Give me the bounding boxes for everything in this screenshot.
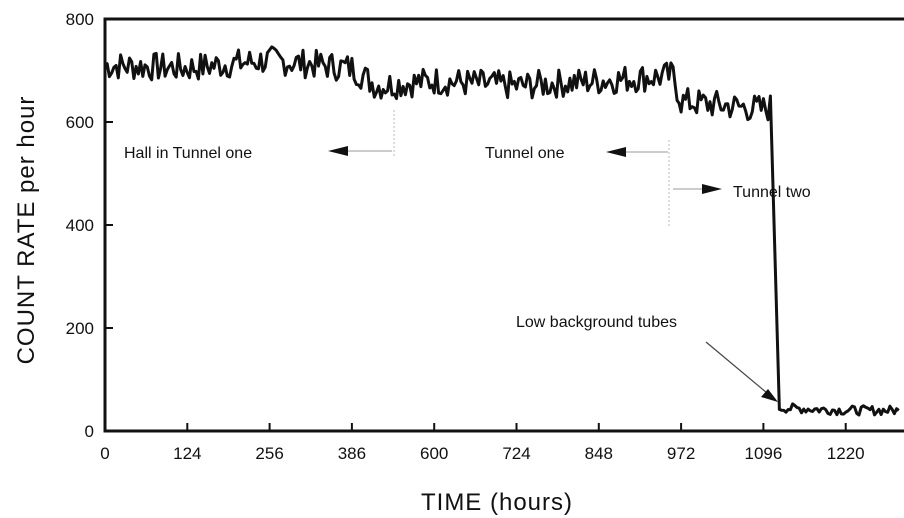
chart-ticks: 0 200 400 600 800 0 124 256 386 600 724 848 972 1096 1… [66,10,865,463]
arrow-left-tunnel-one [606,140,670,226]
x-tick-label: 724 [502,444,530,463]
x-tick-label: 386 [338,444,366,463]
x-tick-label: 848 [585,444,613,463]
x-tick-label: 1220 [827,444,865,463]
arrow-low-background [705,341,778,402]
x-tick-label: 972 [667,444,695,463]
x-tick-label: 1096 [744,444,782,463]
arrow-left-hall [328,110,395,156]
x-tick-label: 256 [255,444,283,463]
y-axis-title: COUNT RATE per hour [13,96,40,365]
annotation-low-background-tubes: Low background tubes [516,314,677,331]
x-tick-label: 0 [100,444,109,463]
y-tick-label: 400 [66,216,94,235]
y-tick-label: 0 [85,422,94,441]
x-axis-title: TIME (hours) [421,489,573,516]
annotation-tunnel-one: Tunnel one [485,145,565,162]
x-tick-label: 124 [173,444,201,463]
x-tick-label: 600 [420,444,448,463]
y-tick-label: 600 [66,113,94,132]
arrow-right-tunnel-two [673,184,722,194]
y-tick-label: 800 [66,10,94,29]
count-rate-series-line [104,45,900,417]
y-tick-label: 200 [66,319,94,338]
annotation-tunnel-two: Tunnel two [733,184,811,201]
annotation-hall-in-tunnel-one: Hall in Tunnel one [124,145,252,162]
